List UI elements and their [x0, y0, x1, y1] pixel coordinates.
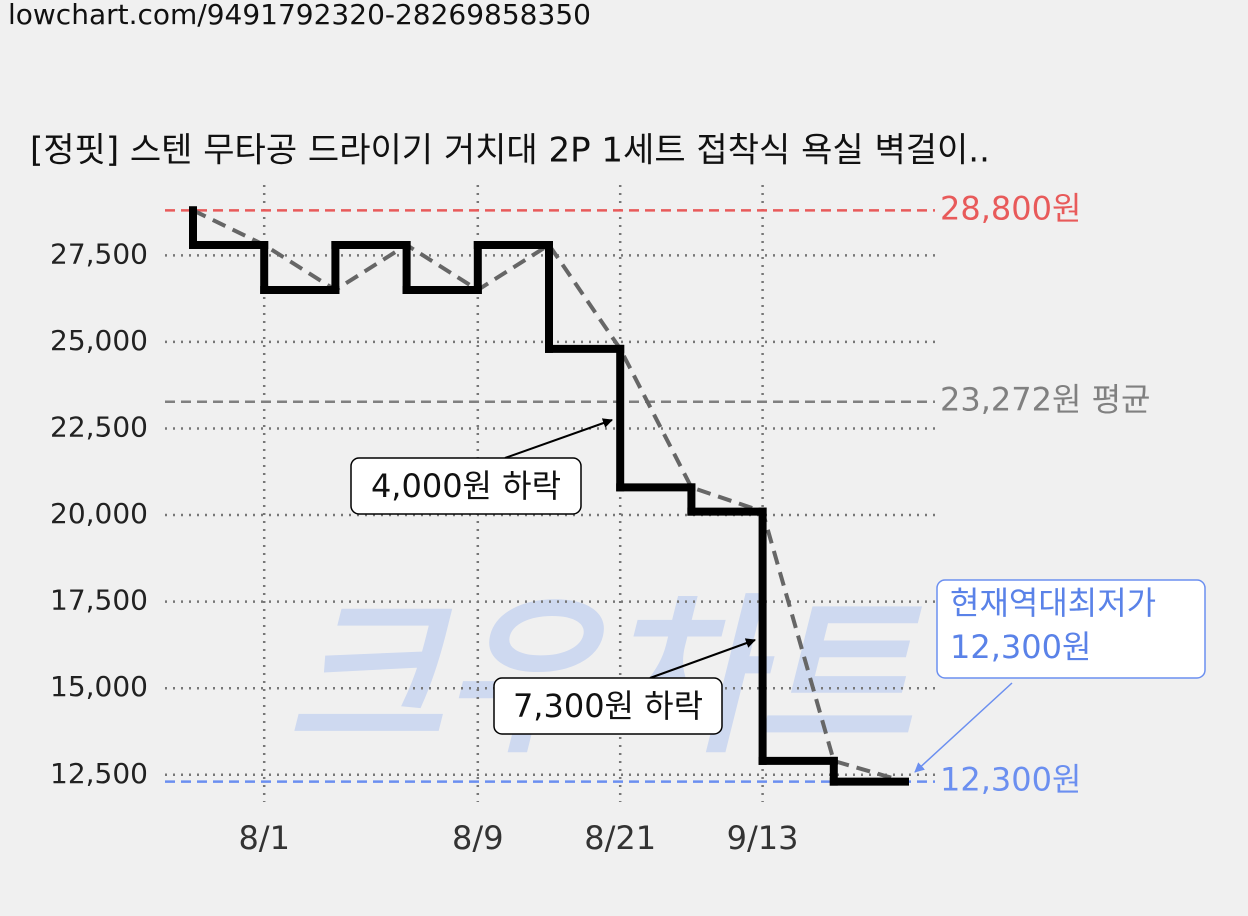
callout-box: [936, 579, 1206, 679]
y-tick-label: 15,000: [50, 670, 148, 703]
y-tick-label: 12,500: [50, 757, 148, 790]
chart-title: [정핏] 스텐 무타공 드라이기 거치대 2P 1세트 접착식 욕실 벽걸이..: [30, 131, 990, 171]
page-url: lowchart.com/9491792320-28269858350: [8, 0, 591, 31]
annotation-box: [350, 457, 582, 515]
y-tick-label: 22,500: [50, 410, 148, 443]
reference-label: 28,800원: [940, 189, 1081, 227]
callout-text: 현재역대최저가: [950, 584, 1156, 622]
reference-label: 23,272원 평균: [940, 381, 1150, 419]
x-tick-label: 8/21: [584, 819, 656, 857]
y-tick-label: 27,500: [50, 237, 148, 270]
annotation-arrow: [504, 418, 613, 459]
y-tick-label: 25,000: [50, 324, 148, 357]
callout-arrow: [914, 682, 1013, 773]
reference-label: 12,300원: [940, 761, 1081, 799]
x-tick-label: 8/9: [452, 819, 504, 857]
annotation-arrow: [649, 638, 756, 679]
annotation-text: 4,000원 하락: [371, 467, 561, 505]
y-tick-label: 20,000: [50, 497, 148, 530]
trend-line: [192, 208, 906, 784]
annotation-box: [493, 677, 723, 735]
x-tick-label: 9/13: [727, 819, 799, 857]
callout-text: 12,300원: [950, 628, 1091, 666]
annotation-text: 7,300원 하락: [513, 687, 703, 725]
y-tick-label: 17,500: [50, 584, 148, 617]
x-tick-label: 8/1: [238, 819, 290, 857]
